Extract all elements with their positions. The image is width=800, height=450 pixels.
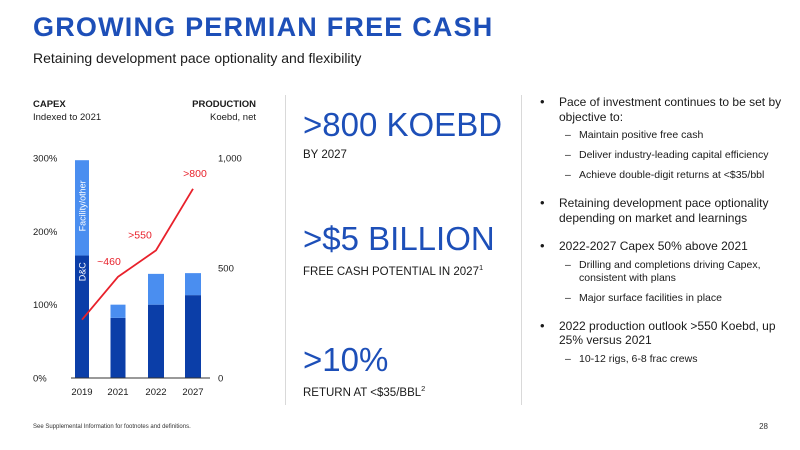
bar-dc-2022 bbox=[148, 304, 164, 378]
sub-bullet-item: Major surface facilities in place bbox=[559, 292, 790, 305]
footnote: See Supplemental Information for footnot… bbox=[33, 424, 191, 430]
x-tick-label: 2022 bbox=[145, 387, 166, 398]
sub-bullet-list: 10-12 rigs, 6-8 frac crews bbox=[559, 353, 790, 366]
y-tick-label: 200% bbox=[33, 227, 58, 238]
y-tick-label: 300% bbox=[33, 154, 58, 165]
bar-label-facility: Facility/other bbox=[78, 180, 88, 231]
metric-production-value: >800 KOEBD bbox=[303, 106, 503, 143]
divider-left bbox=[285, 95, 286, 405]
page-number: 28 bbox=[759, 422, 768, 431]
production-data-label: ~460 bbox=[97, 256, 121, 268]
y-tick-label: 0% bbox=[33, 374, 47, 385]
bullet-item: 2022 production outlook >550 Koebd, up 2… bbox=[540, 319, 790, 366]
metric-production-label: BY 2027 bbox=[303, 149, 347, 161]
production-data-label: >800 bbox=[183, 168, 207, 180]
capex-production-chart: CAPEX Indexed to 2021 PRODUCTION Koebd, net… bbox=[33, 99, 256, 398]
footnote-ref: 1 bbox=[478, 263, 484, 272]
sub-bullet-item: Drilling and completions driving Capex, … bbox=[559, 259, 790, 285]
metric-free-cash: >$5 BILLION FREE CASH POTENTIAL IN 20271 bbox=[303, 222, 495, 278]
page-subtitle: Retaining development pace optionality a… bbox=[33, 50, 362, 66]
production-data-label: >550 bbox=[128, 229, 152, 241]
production-line bbox=[81, 188, 194, 321]
right-axis-title: PRODUCTION bbox=[192, 99, 256, 110]
metric-free-cash-value: >$5 BILLION bbox=[303, 220, 495, 257]
left-axis-title: CAPEX bbox=[33, 99, 66, 110]
sub-bullet-item: Maintain positive free cash bbox=[559, 129, 790, 142]
x-tick-label: 2027 bbox=[182, 387, 203, 398]
y2-tick-label: 1,000 bbox=[218, 154, 242, 165]
bullet-item: Pace of investment continues to be set b… bbox=[540, 95, 790, 182]
metric-free-cash-label: FREE CASH POTENTIAL IN 20271 bbox=[303, 263, 484, 278]
metric-production: >800 KOEBD BY 2027 bbox=[303, 108, 502, 161]
sub-bullet-list: Maintain positive free cash Deliver indu… bbox=[559, 129, 790, 182]
metric-return: >10% RETURN AT <$35/BBL2 bbox=[303, 343, 425, 399]
y-tick-label: 100% bbox=[33, 300, 58, 311]
bar-dc-2021 bbox=[110, 317, 126, 378]
footnote-ref: 2 bbox=[421, 384, 426, 393]
sub-bullet-item: 10-12 rigs, 6-8 frac crews bbox=[559, 353, 790, 366]
sub-bullet-item: Achieve double-digit returns at <$35/bbl bbox=[559, 169, 790, 182]
page-title: GROWING PERMIAN FREE CASH bbox=[33, 12, 494, 42]
metric-return-label: RETURN AT <$35/BBL2 bbox=[303, 384, 426, 399]
bar-facility-2019 bbox=[75, 160, 89, 256]
sub-bullet-list: Drilling and completions driving Capex, … bbox=[559, 259, 790, 305]
bar-facility-2027 bbox=[185, 273, 201, 296]
bar-dc-2019 bbox=[75, 255, 89, 378]
bullet-item: Retaining development pace optionality d… bbox=[540, 196, 790, 225]
right-axis-subtitle: Koebd, net bbox=[210, 112, 256, 123]
bar-label-dc: D&C bbox=[78, 262, 88, 282]
metric-return-value: >10% bbox=[303, 341, 389, 378]
sub-bullet-item: Deliver industry-leading capital efficie… bbox=[559, 149, 790, 162]
left-axis-subtitle: Indexed to 2021 bbox=[33, 112, 101, 123]
y2-tick-label: 500 bbox=[218, 264, 234, 275]
bar-facility-2022 bbox=[148, 273, 164, 305]
divider-right bbox=[521, 95, 522, 405]
bullet-item: 2022-2027 Capex 50% above 2021 Drilling … bbox=[540, 239, 790, 305]
bullet-list: Pace of investment continues to be set b… bbox=[540, 95, 790, 377]
bar-facility-2021 bbox=[110, 304, 126, 318]
y2-tick-label: 0 bbox=[218, 374, 223, 385]
x-tick-label: 2019 bbox=[71, 387, 92, 398]
x-tick-label: 2021 bbox=[107, 387, 128, 398]
bar-dc-2027 bbox=[185, 295, 201, 378]
